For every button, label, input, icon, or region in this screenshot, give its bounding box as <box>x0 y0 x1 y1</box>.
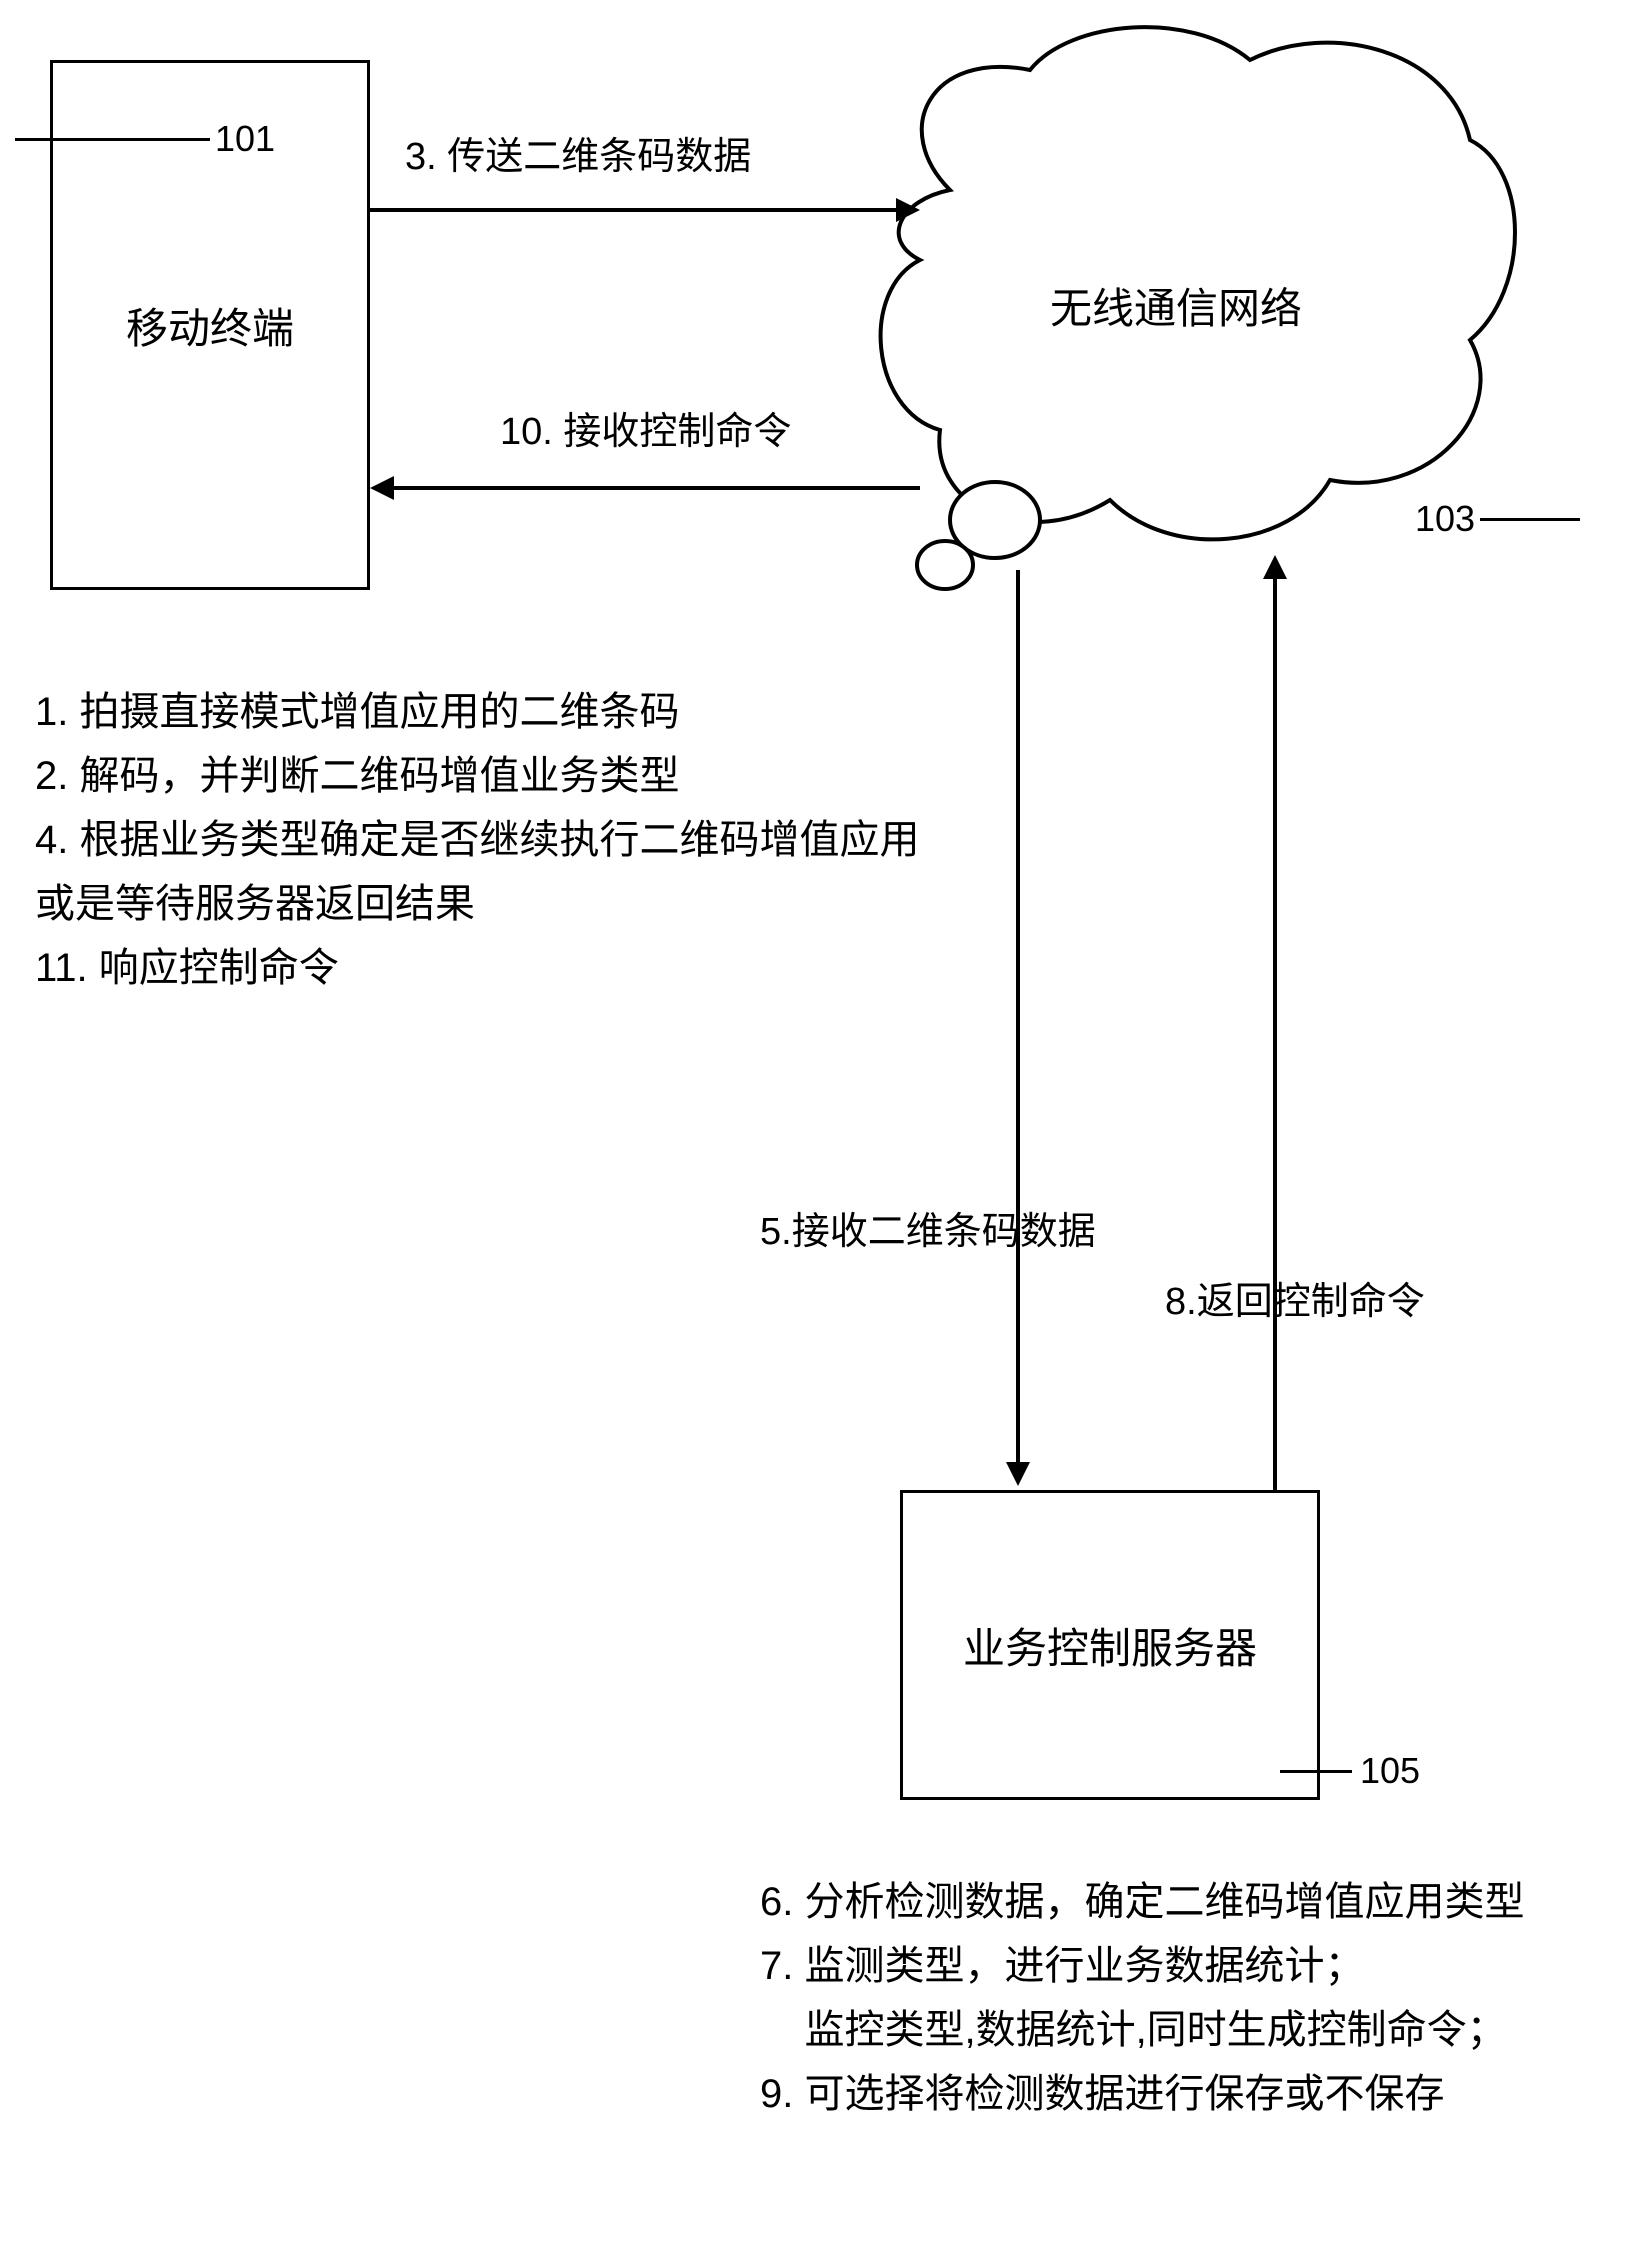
arrow-5-label: 5.接收二维条码数据 <box>760 1200 1096 1255</box>
ref-line-103 <box>1480 518 1580 521</box>
ref-105: 105 <box>1360 1750 1420 1792</box>
server-label: 业务控制服务器 <box>963 1615 1257 1676</box>
terminal-step-4b: 或是等待服务器返回结果 <box>35 872 919 936</box>
server-steps-block: 6. 分析检测数据，确定二维码增值应用类型 7. 监测类型，进行业务数据统计； … <box>760 1870 1524 2126</box>
terminal-step-2: 2. 解码，并判断二维码增值业务类型 <box>35 744 919 808</box>
server-node: 业务控制服务器 <box>900 1490 1320 1800</box>
ref-line-105 <box>1280 1770 1352 1773</box>
server-step-9: 9. 可选择将检测数据进行保存或不保存 <box>760 2062 1524 2126</box>
arrow-10-head <box>370 476 394 500</box>
arrow-8-line <box>1273 579 1277 1490</box>
terminal-step-1: 1. 拍摄直接模式增值应用的二维条码 <box>35 680 919 744</box>
wireless-network-label: 无线通信网络 <box>1050 275 1302 336</box>
arrow-10-line <box>394 486 920 490</box>
arrow-3-label: 3. 传送二维条码数据 <box>405 125 751 180</box>
mobile-terminal-label: 移动终端 <box>126 295 294 356</box>
arrow-3-head <box>896 198 920 222</box>
arrow-5-head <box>1006 1462 1030 1486</box>
terminal-step-11: 11. 响应控制命令 <box>35 936 919 1000</box>
arrow-8-label: 8.返回控制命令 <box>1165 1270 1425 1325</box>
arrow-5-line <box>1016 570 1020 1466</box>
server-step-6: 6. 分析检测数据，确定二维码增值应用类型 <box>760 1870 1524 1934</box>
terminal-steps-block: 1. 拍摄直接模式增值应用的二维条码 2. 解码，并判断二维码增值业务类型 4.… <box>35 680 919 1000</box>
ref-103: 103 <box>1415 498 1475 540</box>
terminal-step-4: 4. 根据业务类型确定是否继续执行二维码增值应用 <box>35 808 919 872</box>
arrow-10-label: 10. 接收控制命令 <box>500 400 791 455</box>
server-step-7: 7. 监测类型，进行业务数据统计； <box>760 1934 1524 1998</box>
ref-line-101 <box>15 138 210 141</box>
arrow-3-line <box>370 208 900 212</box>
server-step-7b: 监控类型,数据统计,同时生成控制命令； <box>760 1998 1524 2062</box>
ref-101: 101 <box>215 118 275 160</box>
arrow-8-head <box>1263 555 1287 579</box>
